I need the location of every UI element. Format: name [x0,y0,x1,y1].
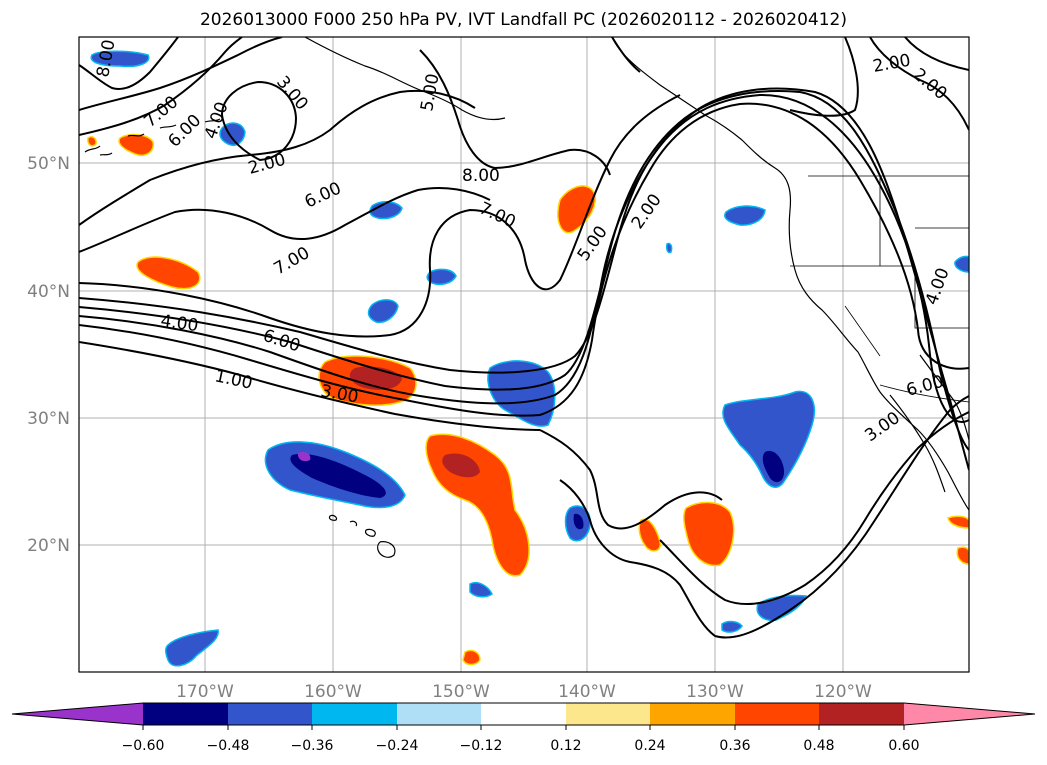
latitude-labels: 50°N 40°N 30°N 20°N [27,154,70,556]
colorbar-segment [481,703,566,725]
colorbar-segment [397,703,481,725]
pv-contour [559,395,969,639]
colorbar-tick-label: 0.36 [719,738,750,754]
colorbar-tick-label: −0.12 [460,738,503,754]
lat-label: 50°N [27,154,70,174]
hawaii-islands [328,514,396,558]
colorbar: −0.60 −0.48 −0.36 −0.24 −0.12 0.12 0.24 … [11,702,1036,754]
colorbar-extend-low [12,703,143,725]
pv-contour [79,37,243,136]
colorbar-tick-label: −0.60 [122,738,165,754]
colorbar-segment [228,703,312,725]
gulf-coast [919,354,969,441]
pc-patch [557,185,596,234]
colorbar-tick-label: 0.60 [888,738,919,754]
contour-label: 8.00 [462,166,500,186]
pc-patch [956,546,969,565]
pv-contour [904,37,969,71]
pc-patch [762,450,785,483]
lon-label: 160°W [304,682,362,702]
pc-patch [442,453,480,478]
pc-patch [469,582,493,598]
pc-patch [136,256,201,290]
colorbar-segment [650,703,735,725]
lat-label: 30°N [27,409,70,429]
pv-contour [79,94,681,338]
lon-label: 120°W [814,682,872,702]
colorbar-segment [566,703,650,725]
lon-label: 150°W [432,682,490,702]
pc-patch [724,205,766,226]
pv-contour [79,37,283,111]
pc-patch [947,515,969,529]
pv-contour [79,37,179,90]
pv-contour [79,87,969,471]
lon-label: 170°W [176,682,234,702]
colorbar-extend-high [904,703,1035,725]
us-mexico-border [879,384,969,403]
pc-patch [954,255,969,273]
pc-patch [118,133,154,156]
map-border [78,36,970,673]
state-lines [790,176,969,357]
pv-contour [419,49,611,176]
pc-patch [87,136,97,147]
longitude-labels: 170°W 160°W 150°W 140°W 130°W 120°W [176,682,872,702]
pc-patch [367,299,399,324]
pc-patch [290,453,386,498]
lat-label: 40°N [27,282,70,302]
colorbar-tick-label: −0.36 [291,738,334,754]
pv-contour [79,341,541,431]
borders [790,175,969,403]
aleutian-islands [84,118,221,156]
pv-contour [539,429,723,530]
pv-contours [79,37,969,639]
colorbar-segment [819,703,904,725]
pv-contour [611,37,641,73]
pc-patch [721,620,743,633]
pv-contour [79,102,969,417]
colorbar-tick-label: −0.24 [376,738,419,754]
map-title: 2026013000 F000 250 hPa PV, IVT Landfall… [199,10,847,30]
pc-patch [638,518,662,552]
pv-contour [869,37,969,131]
colorbar-tick-label: 0.48 [803,738,834,754]
lon-label: 130°W [686,682,744,702]
pc-patch [487,360,556,427]
pv-contour [79,187,491,253]
lat-label: 20°N [27,536,70,556]
pc-patch [666,242,673,254]
pc-patch [683,501,735,567]
pv-contour [789,37,859,117]
pc-patch [573,513,584,530]
colorbar-tick-label: 0.24 [634,738,665,754]
pv-contour [220,80,298,162]
colorbar-segment [735,703,819,725]
positive-pc-patches [87,133,969,666]
pv-contour [79,89,476,226]
colorbar-tick-label: −0.48 [207,738,250,754]
colorbar-tick-label: 0.12 [550,738,581,754]
pc-patch [722,390,816,488]
pc-patch [462,649,481,666]
lon-label: 140°W [558,682,616,702]
pc-patch [90,50,150,68]
colorbar-segment [312,703,397,725]
pc-patch [426,268,457,286]
pv-contour [79,90,969,451]
colorbar-segment [143,703,228,725]
pc-patch [297,451,311,462]
pv-contour [659,411,969,606]
pc-patch [165,629,219,667]
negative-pc-patches [90,50,969,667]
